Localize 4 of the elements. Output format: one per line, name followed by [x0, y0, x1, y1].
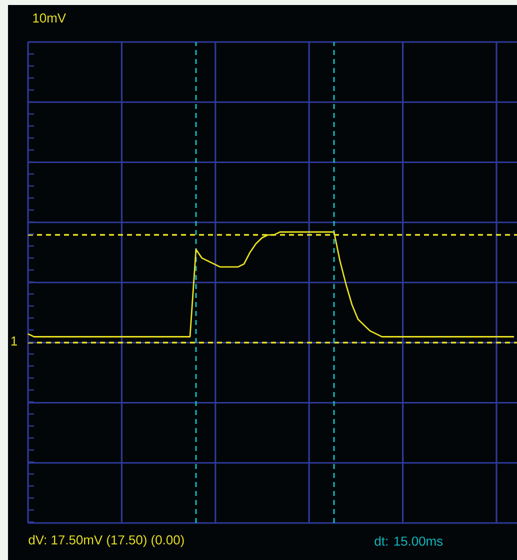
text: dV: 17.50mV (17.50) (0.00) — [28, 534, 184, 548]
text: 1 — [11, 336, 17, 346]
text: 10mV — [33, 13, 66, 23]
text: dt: 15.00ms — [374, 536, 443, 546]
